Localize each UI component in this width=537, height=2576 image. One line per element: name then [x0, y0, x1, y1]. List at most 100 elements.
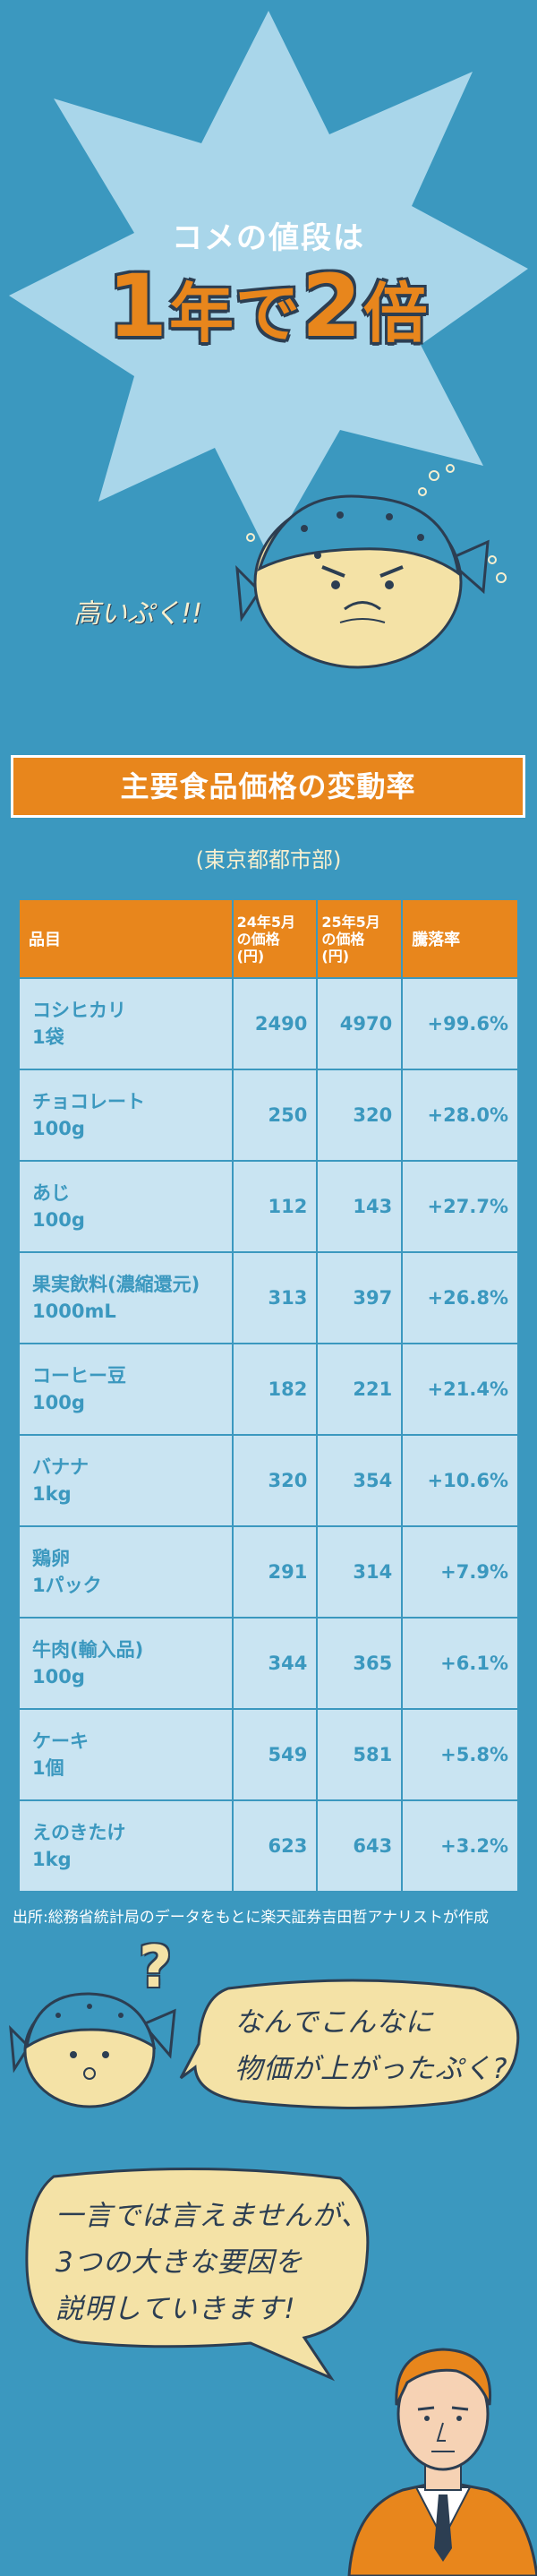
- price-2025-cell: 4970: [316, 977, 404, 1070]
- price-change-table: 品目 24年5月 の価格 (円) 25年5月 の価格 (円) 騰落率 コシヒカリ…: [18, 898, 519, 1893]
- header-change-rate: 騰落率: [401, 898, 519, 979]
- header-price-2024-line3: (円): [236, 947, 265, 965]
- item-unit: 100g: [32, 1118, 85, 1139]
- source-note: 出所:総務省統計局のデータをもとに楽天証券吉田哲アナリストが作成: [13, 1909, 490, 1927]
- item-cell: あじ 100g: [18, 1160, 234, 1253]
- item-name: チョコレート: [32, 1091, 145, 1112]
- change-rate-cell: +5.8%: [401, 1708, 519, 1801]
- item-unit: 1000mL: [32, 1301, 116, 1322]
- price-2024-cell: 112: [231, 1160, 319, 1253]
- change-rate-cell: +10.6%: [401, 1434, 519, 1527]
- item-cell: コーヒー豆 100g: [18, 1343, 234, 1436]
- price-2025-cell: 143: [316, 1160, 404, 1253]
- table-row: コーヒー豆 100g 182 221 +21.4%: [18, 1343, 519, 1436]
- item-unit: 100g: [32, 1209, 85, 1231]
- pufferfish-small-illustration: [9, 1992, 176, 2108]
- bubble-1-line-2: 物価が上がったぷく?: [234, 2053, 508, 2085]
- price-2024-cell: 182: [231, 1343, 319, 1436]
- item-cell: 果実飲料(濃縮還元) 1000mL: [18, 1251, 234, 1344]
- change-rate-cell: +21.4%: [401, 1343, 519, 1436]
- change-rate-cell: +27.7%: [401, 1160, 519, 1253]
- table-title: 主要食品価格の変動率: [11, 755, 525, 818]
- price-2025-cell: 320: [316, 1069, 404, 1162]
- bubble-2-text: 一言では言えませんが、 3つの大きな要因を 説明していきます!: [55, 2193, 369, 2332]
- price-2025-cell: 643: [316, 1799, 404, 1893]
- price-2024-cell: 623: [231, 1799, 319, 1893]
- item-cell: 鶏卵 1パック: [18, 1525, 234, 1619]
- question-mark: ?: [139, 1935, 173, 2001]
- hero-title-number-1: 1: [107, 256, 169, 356]
- price-2024-cell: 549: [231, 1708, 319, 1801]
- table-row: バナナ 1kg 320 354 +10.6%: [18, 1434, 519, 1527]
- item-name: 牛肉(輸入品): [32, 1639, 144, 1661]
- change-rate-cell: +26.8%: [401, 1251, 519, 1344]
- change-rate-cell: +99.6%: [401, 977, 519, 1070]
- price-2024-cell: 320: [231, 1434, 319, 1527]
- table-row: チョコレート 100g 250 320 +28.0%: [18, 1069, 519, 1162]
- bubble-2-line-3: 説明していきます!: [55, 2293, 296, 2325]
- star-burst-banner: [9, 11, 528, 555]
- item-cell: チョコレート 100g: [18, 1069, 234, 1162]
- speech-bubble-2: [25, 2168, 370, 2382]
- item-unit: 1kg: [32, 1483, 72, 1505]
- price-2024-cell: 250: [231, 1069, 319, 1162]
- header-price-2024-line1: 24年5月: [236, 913, 295, 931]
- header-price-2025-line1: 25年5月: [321, 913, 380, 931]
- item-unit: 1パック: [32, 1575, 102, 1596]
- item-unit: 1kg: [32, 1849, 72, 1870]
- item-unit: 100g: [32, 1392, 85, 1413]
- item-cell: 牛肉(輸入品) 100g: [18, 1617, 234, 1710]
- price-2025-cell: 354: [316, 1434, 404, 1527]
- price-2024-cell: 344: [231, 1617, 319, 1710]
- bubble-1-text: なんでこんなに 物価が上がったぷく?: [234, 1999, 507, 2092]
- item-cell: ケーキ 1個: [18, 1708, 234, 1801]
- item-name: 鶏卵: [32, 1548, 70, 1569]
- table-row: ケーキ 1個 549 581 +5.8%: [18, 1708, 519, 1801]
- header-price-2024: 24年5月 の価格 (円): [231, 898, 319, 979]
- table-row: えのきたけ 1kg 623 643 +3.2%: [18, 1799, 519, 1893]
- hero-title-number-2: 2: [302, 256, 363, 356]
- change-rate-cell: +3.2%: [401, 1799, 519, 1893]
- item-name: コシヒカリ: [32, 1000, 126, 1021]
- bubble-2-line-2: 3つの大きな要因を: [55, 2246, 303, 2279]
- price-2025-cell: 221: [316, 1343, 404, 1436]
- table-subtitle: (東京都都市部): [195, 847, 342, 872]
- hero-title-text-2: 倍: [362, 276, 430, 351]
- item-name: えのきたけ: [32, 1822, 126, 1843]
- hero-title-text-1: 年で: [168, 276, 302, 351]
- bubble-1-line-1: なんでこんなに: [234, 2006, 434, 2039]
- change-rate-cell: +6.1%: [401, 1617, 519, 1710]
- item-unit: 1個: [32, 1757, 64, 1779]
- price-2025-cell: 314: [316, 1525, 404, 1619]
- table-row: あじ 100g 112 143 +27.7%: [18, 1160, 519, 1253]
- header-price-2025-line3: (円): [321, 947, 350, 965]
- hero-subtitle: コメの値段は: [172, 220, 365, 256]
- table-row: 牛肉(輸入品) 100g 344 365 +6.1%: [18, 1617, 519, 1710]
- header-price-2025-line2: の価格: [321, 930, 365, 948]
- hero-title: 1年で2倍: [0, 256, 537, 356]
- speech-bubble-1: [179, 1979, 520, 2110]
- table-row: 果実飲料(濃縮還元) 1000mL 313 397 +26.8%: [18, 1251, 519, 1344]
- price-2024-cell: 291: [231, 1525, 319, 1619]
- price-2025-cell: 365: [316, 1617, 404, 1710]
- table-row: コシヒカリ 1袋 2490 4970 +99.6%: [18, 977, 519, 1070]
- header-price-2024-line2: の価格: [236, 930, 280, 948]
- item-name: あじ: [32, 1182, 70, 1204]
- item-name: ケーキ: [32, 1730, 89, 1752]
- item-cell: バナナ 1kg: [18, 1434, 234, 1527]
- price-2025-cell: 397: [316, 1251, 404, 1344]
- change-rate-cell: +28.0%: [401, 1069, 519, 1162]
- analyst-illustration: [347, 2348, 537, 2576]
- item-unit: 1袋: [32, 1026, 64, 1048]
- table-row: 鶏卵 1パック 291 314 +7.9%: [18, 1525, 519, 1619]
- price-2024-cell: 313: [231, 1251, 319, 1344]
- change-rate-cell: +7.9%: [401, 1525, 519, 1619]
- price-2025-cell: 581: [316, 1708, 404, 1801]
- table-header-row: 品目 24年5月 の価格 (円) 25年5月 の価格 (円) 騰落率: [18, 898, 519, 979]
- item-name: バナナ: [32, 1456, 89, 1478]
- header-item: 品目: [18, 898, 234, 979]
- item-name: コーヒー豆: [32, 1365, 126, 1387]
- item-cell: コシヒカリ 1袋: [18, 977, 234, 1070]
- price-2024-cell: 2490: [231, 977, 319, 1070]
- item-name: 果実飲料(濃縮還元): [32, 1274, 200, 1295]
